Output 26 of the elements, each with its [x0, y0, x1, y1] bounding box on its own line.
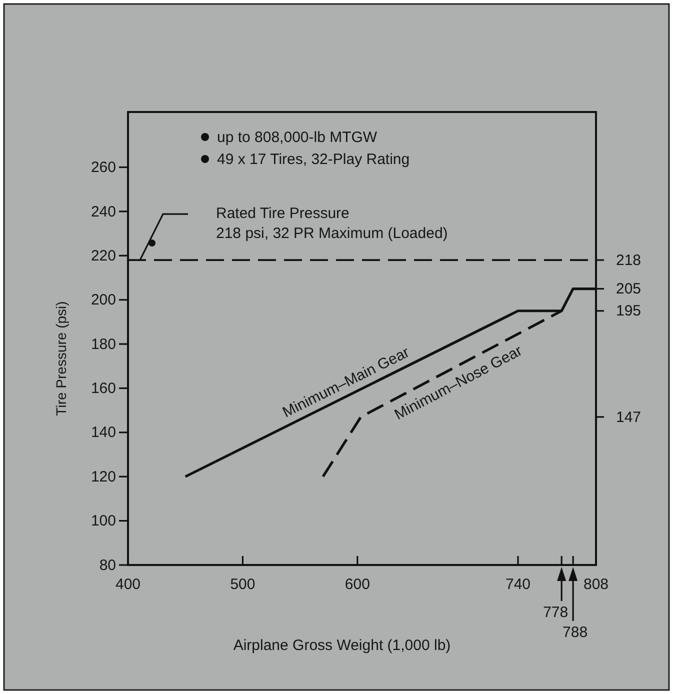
- x-tick-label: 400: [115, 576, 141, 593]
- y-tick-label: 200: [90, 292, 116, 309]
- y-tick-label: 120: [90, 468, 116, 486]
- x-tick-label: 808: [583, 576, 609, 593]
- y-tick-label: 220: [90, 247, 116, 264]
- text: 778: [543, 604, 568, 621]
- x-tick-label: 500: [230, 576, 256, 593]
- y-tick-label: 180: [90, 336, 116, 353]
- y-tick-label: 240: [90, 203, 116, 220]
- annotation: up to 808,000-lb MTGW: [217, 129, 378, 146]
- annotation: 49 x 17 Tires, 32-Play Rating: [217, 151, 410, 168]
- y-tick-label: 160: [90, 380, 116, 398]
- x-axis-title: Airplane Gross Weight (1,000 lb): [233, 637, 451, 654]
- y2-tick-label: 195: [616, 302, 642, 320]
- ref-line-label: Rated Tire Pressure 218 psi, 32 PR Maximum (Loaded): [216, 205, 448, 242]
- y-tick-label: 260: [90, 159, 116, 176]
- y2-tick-label: 205: [616, 280, 642, 298]
- y-tick-label: 80: [99, 556, 116, 574]
- y-tick-label: 100: [90, 512, 116, 530]
- text: 788: [562, 624, 588, 641]
- x-tick-label: 740: [505, 576, 531, 593]
- y-axis-title: Tire Pressure (psi): [53, 301, 69, 416]
- y-tick-label: 140: [90, 424, 116, 442]
- y2-tick-label: 147: [616, 408, 642, 426]
- y2-tick-label: 218: [616, 252, 642, 269]
- x-tick-label: 600: [344, 576, 370, 593]
